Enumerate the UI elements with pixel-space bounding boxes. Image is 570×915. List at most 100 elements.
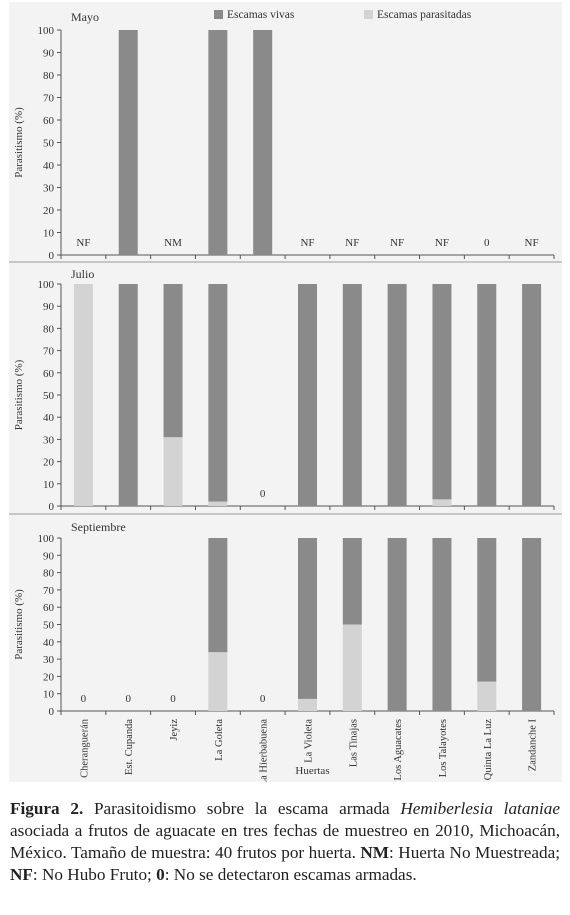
x-tick-label-5: La Violeta — [304, 719, 315, 763]
bar-parasitadas-2-6 — [342, 624, 362, 711]
bar-vivas-1-8 — [432, 284, 452, 500]
bar-annotation-2-0: 0 — [81, 693, 87, 705]
y-tick-label-2-10: 10 — [43, 689, 55, 701]
y-tick-label-2-0: 0 — [49, 706, 55, 718]
x-tick-label-6: Las Tinajas — [348, 719, 359, 767]
figure-panel: Mayo Parasitismo (%) 0 10 20 30 40 50 60 70 80 90 10… — [9, 2, 562, 782]
y-tick-label-0-80: 80 — [43, 70, 55, 82]
y-tick-label-0-70: 70 — [43, 93, 55, 105]
x-tick-label-0: Cheranguerán — [79, 718, 90, 778]
y-tick-label-1-0: 0 — [49, 501, 55, 513]
legend-label-1: Escamas parasitadas — [377, 9, 472, 21]
bar-parasitadas-1-3 — [208, 501, 228, 506]
bar-parasitadas-1-2 — [163, 437, 183, 506]
y-tick-label-0-0: 0 — [49, 250, 55, 262]
bar-vivas-1-5 — [298, 284, 317, 506]
panel-title-1: Julio — [71, 267, 94, 281]
bar-vivas-1-1 — [118, 284, 138, 506]
bar-vivas-2-7 — [387, 538, 407, 711]
caption-nm-text: : Huerta No Muestreada; — [389, 843, 560, 862]
y-axis-label-2: Parasitismo (%) — [13, 589, 25, 660]
y-tick-label-2-50: 50 — [43, 620, 55, 632]
y-tick-label-0-90: 90 — [43, 48, 55, 60]
bar-vivas-2-3 — [208, 538, 228, 653]
caption-label: Figura 2. — [10, 799, 84, 818]
caption-zero-abbr: 0 — [156, 865, 165, 884]
x-tick-label-2: Jeyiz — [169, 719, 180, 741]
legend-swatch-0 — [214, 10, 223, 19]
caption-zero-text: : No se detectaron escamas armadas. — [164, 865, 417, 884]
y-tick-label-0-30: 30 — [43, 183, 55, 195]
x-axis-label: Huertas — [295, 765, 329, 777]
bar-vivas-1-6 — [342, 284, 362, 506]
y-tick-label-0-60: 60 — [43, 115, 55, 127]
bar-vivas-0-3 — [208, 30, 228, 255]
bar-vivas-1-7 — [387, 284, 407, 506]
caption-text-1: Parasitoidismo sobre la escama armada — [83, 799, 401, 818]
bar-annotation-0-7: NF — [390, 237, 404, 249]
x-tick-label-7: Los Aguacates — [393, 719, 404, 781]
bar-vivas-1-9 — [477, 284, 497, 506]
y-tick-label-2-80: 80 — [43, 568, 55, 580]
bar-annotation-2-1: 0 — [125, 693, 131, 705]
bar-vivas-1-10 — [522, 284, 542, 506]
bar-annotation-0-8: NF — [435, 237, 449, 249]
y-axis-label-1: Parasitismo (%) — [13, 359, 25, 430]
y-tick-label-0-50: 50 — [43, 138, 55, 150]
y-tick-label-2-90: 90 — [43, 550, 55, 562]
figure-caption: Figura 2. Parasitoidismo sobre la escama… — [10, 798, 560, 886]
y-tick-label-1-10: 10 — [43, 479, 55, 491]
bar-annotation-1-4: 0 — [260, 488, 266, 500]
chart-area: Mayo Parasitismo (%) 0 10 20 30 40 50 60 70 80 90 10… — [9, 9, 562, 782]
bar-vivas-1-3 — [208, 284, 228, 502]
caption-nf-abbr: NF — [10, 865, 33, 884]
bar-vivas-2-5 — [298, 538, 317, 699]
bar-parasitadas-2-3 — [208, 652, 228, 711]
y-tick-label-1-60: 60 — [43, 368, 55, 380]
bar-vivas-2-10 — [522, 538, 542, 711]
bar-vivas-0-4 — [253, 30, 273, 255]
panel-title-0: Mayo — [71, 10, 99, 24]
caption-text-2: asociada a frutos de aguacate en tres fe… — [10, 821, 560, 862]
bar-annotation-0-5: NF — [300, 237, 314, 249]
y-tick-label-1-70: 70 — [43, 346, 55, 358]
legend-swatch-1 — [364, 10, 373, 19]
y-tick-label-0-100: 100 — [38, 25, 55, 37]
y-tick-label-1-40: 40 — [43, 412, 55, 424]
panel-title-2: Septiembre — [71, 520, 126, 534]
y-tick-label-1-80: 80 — [43, 323, 55, 335]
x-tick-label-10: Zandanche I — [528, 719, 539, 772]
x-tick-label-4: La Hierbabuena — [259, 719, 270, 782]
y-tick-label-1-50: 50 — [43, 390, 55, 402]
bar-vivas-1-2 — [163, 284, 183, 438]
y-tick-label-2-70: 70 — [43, 585, 55, 597]
bar-vivas-2-9 — [477, 538, 497, 682]
y-tick-label-2-20: 20 — [43, 671, 55, 683]
caption-nm-abbr: NM — [360, 843, 390, 862]
y-tick-label-2-30: 30 — [43, 654, 55, 666]
bar-annotation-2-4: 0 — [260, 693, 266, 705]
bar-annotation-0-0: NF — [76, 237, 90, 249]
y-tick-label-1-100: 100 — [38, 279, 55, 291]
y-tick-label-0-40: 40 — [43, 160, 55, 172]
y-tick-label-1-20: 20 — [43, 457, 55, 469]
bar-parasitadas-1-0 — [73, 284, 93, 506]
bar-vivas-0-1 — [118, 30, 138, 255]
bar-parasitadas-2-9 — [477, 681, 497, 711]
bar-annotation-0-9: 0 — [484, 237, 490, 249]
y-tick-label-2-40: 40 — [43, 637, 55, 649]
bar-annotation-0-2: NM — [164, 237, 182, 249]
y-tick-label-1-90: 90 — [43, 301, 55, 313]
bar-vivas-2-6 — [342, 538, 362, 625]
bar-annotation-0-6: NF — [345, 237, 359, 249]
legend-label-0: Escamas vivas — [227, 9, 295, 21]
bar-parasitadas-1-8 — [432, 499, 452, 506]
caption-nf-text: : No Hubo Fruto; — [32, 865, 157, 884]
y-tick-label-1-30: 30 — [43, 434, 55, 446]
bar-vivas-2-8 — [432, 538, 452, 711]
y-tick-label-2-60: 60 — [43, 602, 55, 614]
y-tick-label-2-100: 100 — [38, 533, 55, 545]
y-tick-label-0-10: 10 — [43, 228, 55, 240]
y-tick-label-0-20: 20 — [43, 205, 55, 217]
bar-parasitadas-2-5 — [298, 698, 317, 711]
